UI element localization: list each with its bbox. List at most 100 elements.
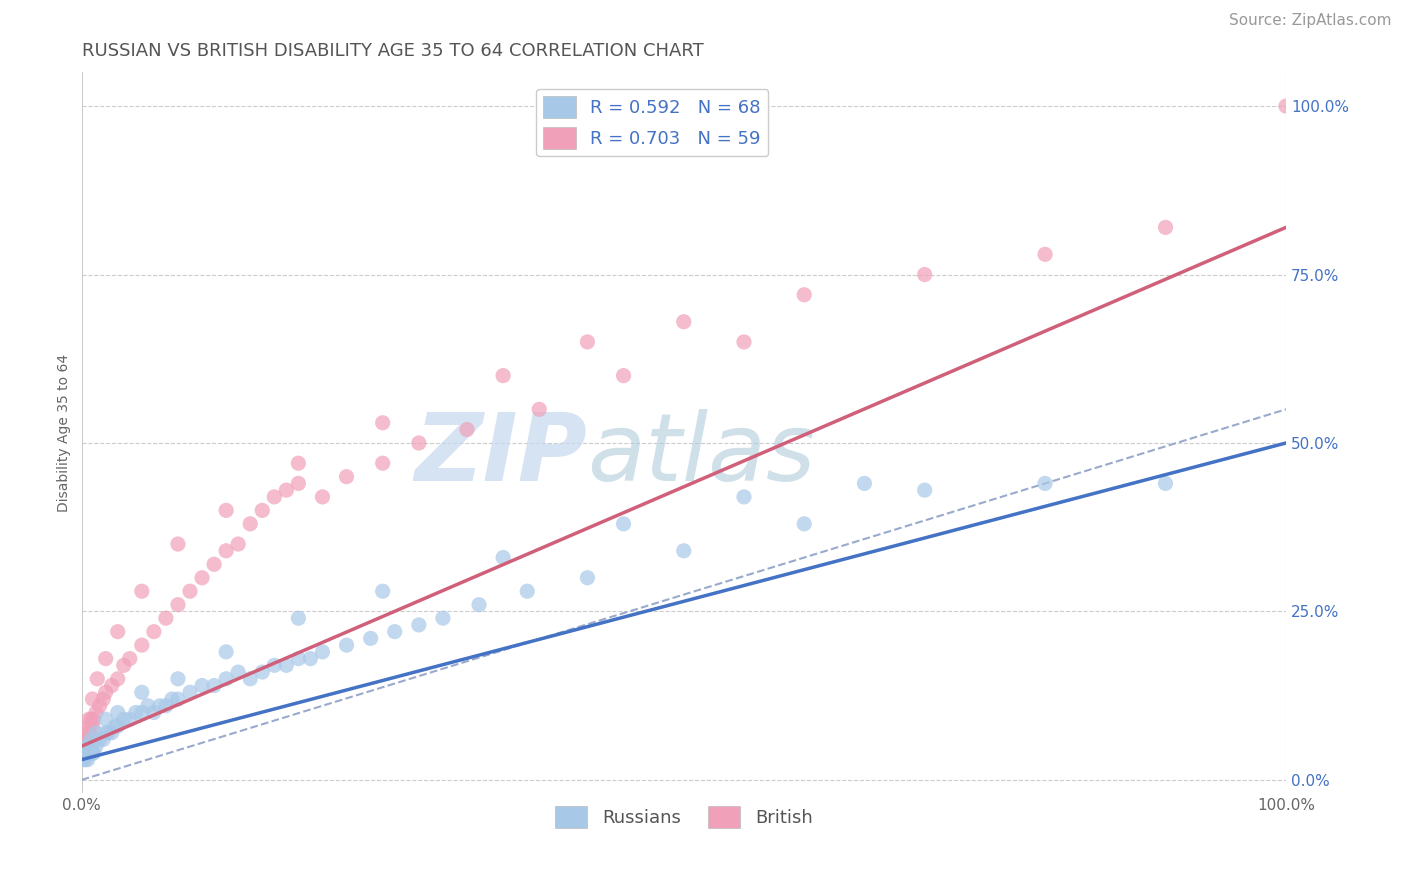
Point	[75, 753, 97, 767]
Point	[287, 611, 309, 625]
Point	[215, 503, 238, 517]
Point	[155, 611, 177, 625]
Point	[94, 685, 117, 699]
Point	[263, 658, 285, 673]
Point	[104, 719, 127, 733]
Point	[142, 706, 165, 720]
Point	[1033, 247, 1056, 261]
Point	[733, 334, 755, 349]
Point	[914, 483, 936, 498]
Point	[118, 651, 141, 665]
Point	[408, 618, 430, 632]
Point	[149, 698, 172, 713]
Point	[202, 558, 225, 572]
Point	[360, 632, 382, 646]
Point	[131, 706, 153, 720]
Point	[83, 712, 105, 726]
Point	[160, 692, 183, 706]
Point	[252, 503, 274, 517]
Point	[107, 672, 129, 686]
Point	[83, 746, 105, 760]
Point	[202, 679, 225, 693]
Point	[118, 712, 141, 726]
Point	[107, 706, 129, 720]
Point	[311, 490, 333, 504]
Point	[80, 739, 103, 754]
Text: RUSSIAN VS BRITISH DISABILITY AGE 35 TO 64 CORRELATION CHART: RUSSIAN VS BRITISH DISABILITY AGE 35 TO …	[82, 42, 703, 60]
Point	[100, 679, 122, 693]
Point	[287, 651, 309, 665]
Point	[77, 719, 100, 733]
Point	[76, 753, 98, 767]
Point	[287, 476, 309, 491]
Point	[136, 698, 159, 713]
Point	[107, 719, 129, 733]
Point	[79, 725, 101, 739]
Point	[335, 638, 357, 652]
Point	[492, 550, 515, 565]
Point	[76, 732, 98, 747]
Point	[131, 584, 153, 599]
Point	[252, 665, 274, 679]
Point	[529, 402, 551, 417]
Point	[468, 598, 491, 612]
Point	[112, 658, 135, 673]
Point	[82, 719, 104, 733]
Point	[77, 739, 100, 754]
Point	[77, 712, 100, 726]
Point	[94, 651, 117, 665]
Point	[492, 368, 515, 383]
Point	[76, 739, 98, 754]
Point	[239, 516, 262, 531]
Point	[299, 651, 322, 665]
Point	[215, 543, 238, 558]
Point	[82, 746, 104, 760]
Point	[80, 712, 103, 726]
Point	[793, 287, 815, 301]
Point	[82, 692, 104, 706]
Text: ZIP: ZIP	[415, 409, 588, 500]
Point	[89, 732, 111, 747]
Point	[91, 732, 114, 747]
Point	[75, 732, 97, 747]
Point	[733, 490, 755, 504]
Point	[84, 725, 107, 739]
Point	[97, 725, 120, 739]
Point	[84, 706, 107, 720]
Point	[84, 739, 107, 754]
Point	[125, 706, 148, 720]
Point	[179, 685, 201, 699]
Point	[1154, 220, 1177, 235]
Point	[72, 746, 94, 760]
Point	[239, 672, 262, 686]
Point	[853, 476, 876, 491]
Point	[371, 584, 394, 599]
Point	[612, 516, 634, 531]
Point	[432, 611, 454, 625]
Point	[75, 739, 97, 754]
Point	[263, 490, 285, 504]
Point	[371, 416, 394, 430]
Point	[107, 624, 129, 639]
Point	[1033, 476, 1056, 491]
Point	[408, 436, 430, 450]
Point	[456, 423, 478, 437]
Point	[576, 571, 599, 585]
Point	[215, 672, 238, 686]
Point	[191, 679, 214, 693]
Point	[1154, 476, 1177, 491]
Point	[142, 624, 165, 639]
Text: atlas: atlas	[588, 409, 815, 500]
Point	[89, 698, 111, 713]
Point	[576, 334, 599, 349]
Point	[167, 537, 190, 551]
Point	[73, 746, 96, 760]
Point	[131, 685, 153, 699]
Point	[100, 725, 122, 739]
Point	[276, 483, 298, 498]
Point	[276, 658, 298, 673]
Text: Source: ZipAtlas.com: Source: ZipAtlas.com	[1229, 13, 1392, 29]
Point	[131, 638, 153, 652]
Point	[793, 516, 815, 531]
Point	[112, 712, 135, 726]
